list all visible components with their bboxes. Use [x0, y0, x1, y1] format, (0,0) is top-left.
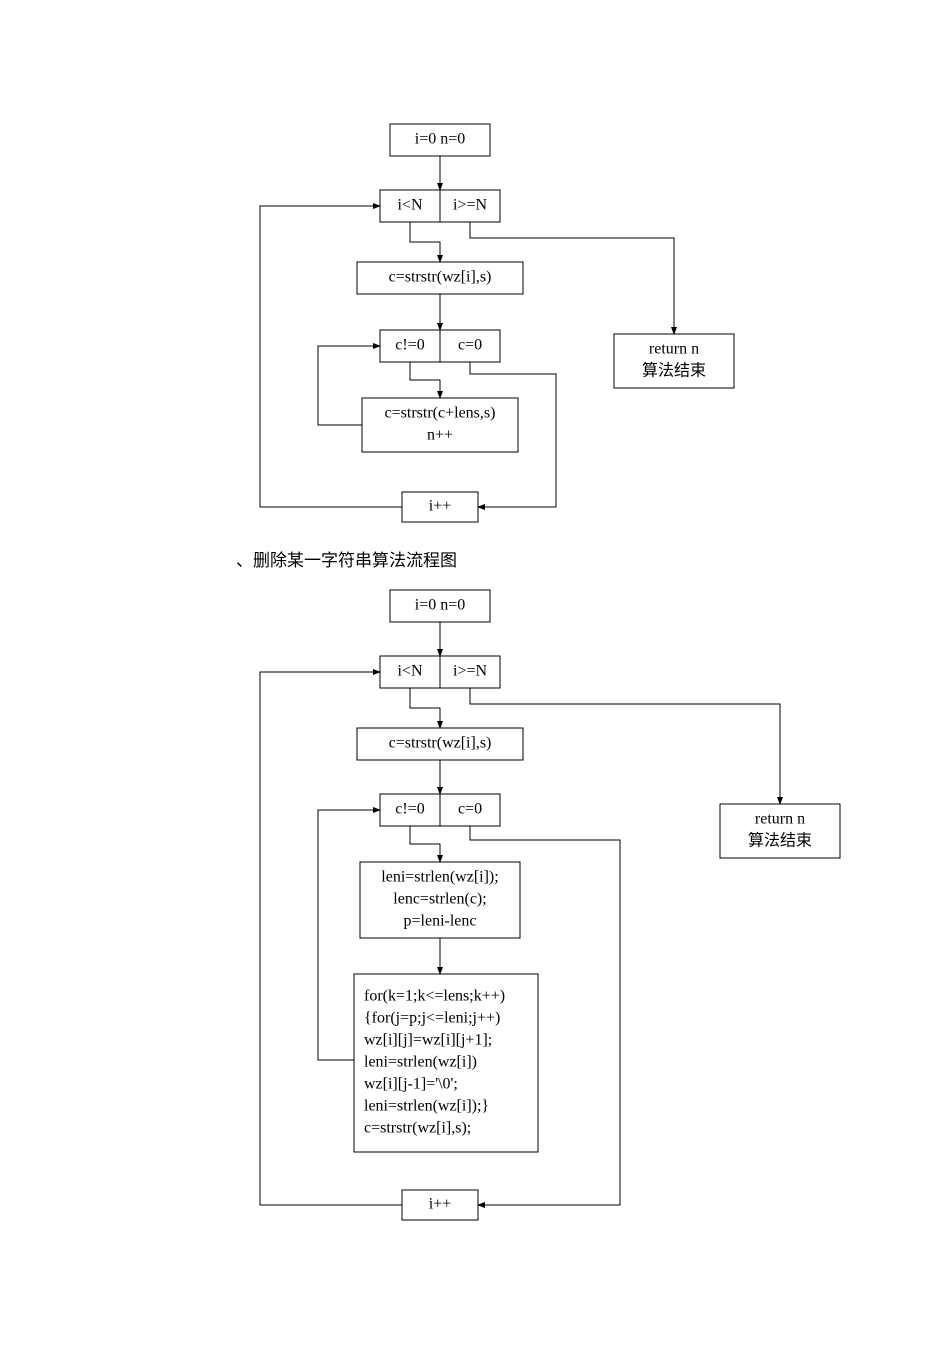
svg-text:for(k=1;k<=lens;k++): for(k=1;k<=lens;k++) [364, 988, 505, 1005]
svg-text:i++: i++ [429, 1196, 452, 1213]
svg-text:、删除某一字符串算法流程图: 、删除某一字符串算法流程图 [236, 551, 457, 570]
svg-text:i=0 n=0: i=0 n=0 [415, 131, 466, 148]
svg-text:i++: i++ [429, 498, 452, 515]
svg-text:c!=0: c!=0 [395, 801, 424, 818]
svg-text:i<N: i<N [397, 663, 422, 680]
svg-text:i<N: i<N [397, 197, 422, 214]
svg-text:算法结束: 算法结束 [642, 361, 706, 380]
svg-text:{for(j=p;j<=leni;j++): {for(j=p;j<=leni;j++) [364, 1010, 500, 1027]
svg-text:lenc=strlen(c);: lenc=strlen(c); [393, 891, 486, 908]
svg-text:n++: n++ [427, 427, 453, 444]
svg-text:c!=0: c!=0 [395, 337, 424, 354]
svg-text:c=strstr(wz[i],s);: c=strstr(wz[i],s); [364, 1120, 471, 1137]
svg-text:c=0: c=0 [458, 801, 482, 818]
svg-text:p=leni-lenc: p=leni-lenc [404, 913, 477, 930]
svg-text:leni=strlen(wz[i]);}: leni=strlen(wz[i]);} [364, 1098, 489, 1115]
svg-text:i=0 n=0: i=0 n=0 [415, 597, 466, 614]
svg-text:wz[i][j-1]='\0';: wz[i][j-1]='\0'; [364, 1076, 458, 1093]
svg-text:i>=N: i>=N [453, 663, 487, 680]
svg-text:c=strstr(c+lens,s): c=strstr(c+lens,s) [385, 405, 496, 422]
diagram-canvas: i=0 n=0 i<N i>=N c=strstr(wz[i],s) c!=0 c=0 c=… [0, 0, 950, 1344]
svg-text:c=0: c=0 [458, 337, 482, 354]
svg-text:leni=strlen(wz[i]);: leni=strlen(wz[i]); [381, 869, 498, 886]
svg-text:wz[i][j]=wz[i][j+1];: wz[i][j]=wz[i][j+1]; [364, 1032, 492, 1049]
svg-text:算法结束: 算法结束 [748, 831, 812, 850]
svg-text:i>=N: i>=N [453, 197, 487, 214]
svg-text:return n: return n [649, 341, 699, 358]
svg-text:c=strstr(wz[i],s): c=strstr(wz[i],s) [389, 735, 492, 752]
svg-text:leni=strlen(wz[i]): leni=strlen(wz[i]) [364, 1054, 477, 1071]
svg-text:return n: return n [755, 811, 805, 828]
svg-text:c=strstr(wz[i],s): c=strstr(wz[i],s) [389, 269, 492, 286]
